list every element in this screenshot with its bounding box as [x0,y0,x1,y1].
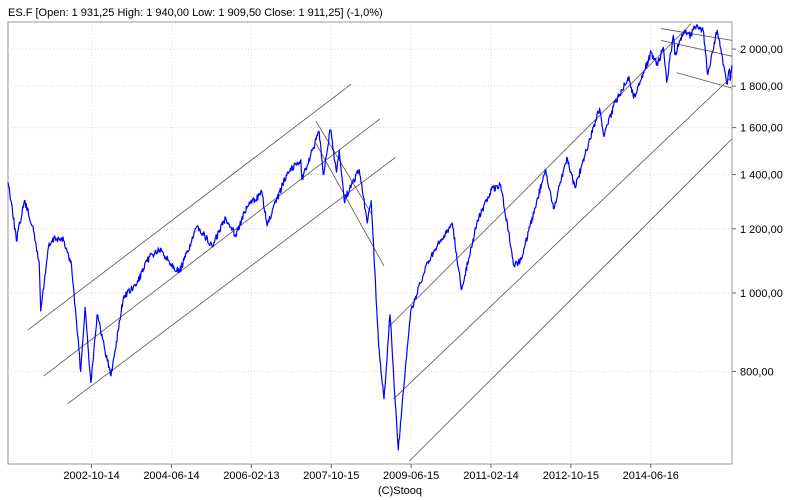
trendline [67,157,396,405]
y-tick-label: 1 800,00 [740,81,783,93]
y-tick-label: 800,00 [740,366,774,378]
trendline [389,23,692,327]
x-tick-label: 2006-02-13 [223,470,279,482]
trendlines [27,23,733,462]
y-tick-label: 1 200,00 [740,224,783,236]
y-tick-label: 2 000,00 [740,44,783,56]
price-series-line [7,24,733,451]
x-tick-label: 2002-10-14 [63,470,119,482]
x-tick-label: 2007-10-15 [303,470,359,482]
y-tick-label: 1 400,00 [740,170,783,182]
grid-lines [8,22,732,464]
copyright-label: (C)Stooq [378,485,422,497]
trendline [315,120,373,215]
x-axis: 2002-10-14 2004-06-14 2006-02-13 2007-10-15… [63,464,679,482]
x-tick-label: 2011-02-14 [463,470,518,482]
chart-header: ES.F [Open: 1 931,25 High: 1 940,00 Low:… [8,7,383,19]
series-layer [7,24,733,451]
trendline [393,76,733,400]
trendline [676,72,733,89]
y-tick-label: 1 000,00 [740,288,783,300]
trendline [660,28,733,41]
x-tick-label: 2009-06-15 [383,470,439,482]
trendline [27,83,352,331]
trendline [409,138,733,462]
y-tick-label: 1 600,00 [740,123,783,135]
x-tick-label: 2004-06-14 [143,470,199,482]
trendline [315,143,385,267]
x-tick-label: 2014-06-16 [623,470,679,482]
x-tick-label: 2012-10-15 [543,470,599,482]
plot-area [7,21,733,465]
y-axis: 800,00 1 000,00 1 200,00 1 400,00 1 600,00 1 … [732,44,783,378]
